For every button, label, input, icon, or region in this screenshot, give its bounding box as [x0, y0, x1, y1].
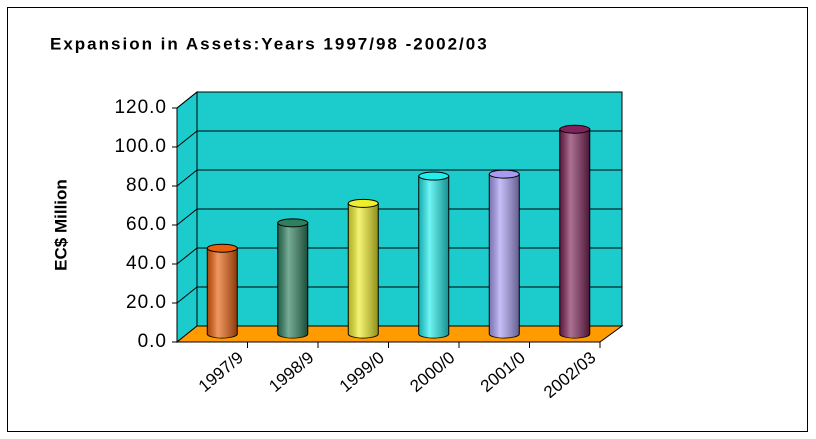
y-tick-label: 40.0 — [126, 253, 167, 274]
y-tick-label: 120.0 — [114, 97, 167, 118]
grid-line — [176, 169, 198, 187]
bar-shade — [207, 248, 238, 338]
grid-line — [176, 247, 198, 265]
y-tick-label: 20.0 — [126, 292, 167, 313]
floor — [175, 325, 624, 343]
bar-shade — [559, 129, 590, 338]
y-tick-label: 80.0 — [126, 175, 167, 196]
bar-shade — [418, 176, 449, 338]
bar-top — [206, 243, 238, 253]
y-tick-label: 0.0 — [138, 331, 167, 352]
bar-shade — [277, 222, 308, 338]
bar-shade — [348, 203, 379, 338]
bar-top — [418, 171, 450, 181]
bar-shade — [489, 174, 520, 338]
bar-top — [277, 218, 309, 228]
bar-top — [347, 198, 379, 208]
y-axis-label: EC$ Million — [51, 179, 70, 271]
grid-line — [176, 286, 198, 304]
chart-title: Expansion in Assets:Years 1997/98 -2002/… — [50, 34, 489, 53]
grid-line — [176, 208, 198, 226]
y-tick-label: 60.0 — [126, 214, 167, 235]
y-tick-label: 100.0 — [114, 136, 167, 157]
grid-line — [176, 91, 198, 109]
bar-top — [559, 124, 591, 134]
grid-line — [176, 130, 198, 148]
bar-top — [488, 169, 520, 179]
